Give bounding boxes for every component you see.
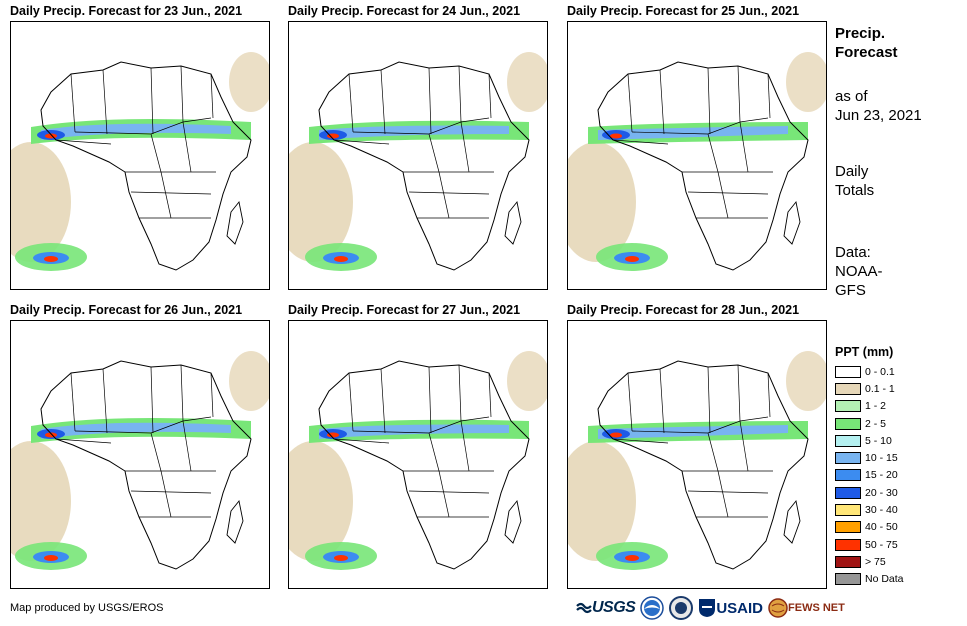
panel-title: Daily Precip. Forecast for 24 Jun., 2021 (288, 4, 521, 18)
legend-item: 0 - 0.1 (835, 363, 904, 380)
panel-title: Daily Precip. Forecast for 26 Jun., 2021 (10, 303, 243, 317)
legend-swatch (835, 521, 861, 534)
legend-label: 1 - 2 (865, 400, 887, 413)
legend-item: 50 - 75 (835, 536, 904, 553)
daily-totals-label: Daily Totals (835, 163, 875, 199)
precip-legend: PPT (mm) 0 - 0.1 0.1 - 1 1 - 2 2 - 5 5 - 10 1… (835, 345, 904, 588)
legend-swatch (835, 452, 861, 465)
legend-label: 2 - 5 (865, 417, 887, 430)
forecast-map-jun-26 (10, 320, 270, 589)
legend-swatch (835, 417, 861, 430)
map-credit: Map produced by USGS/EROS (10, 602, 164, 614)
legend-swatch (835, 538, 861, 551)
legend-item: 5 - 10 (835, 432, 904, 449)
fews-globe-icon (768, 598, 788, 618)
legend-item: 1 - 2 (835, 398, 904, 415)
as-of-date: as of Jun 23, 2021 (835, 88, 922, 124)
legend-label: 40 - 50 (865, 521, 898, 534)
legend-label: 5 - 10 (865, 434, 892, 447)
dos-seal-icon (669, 596, 694, 620)
legend-swatch (835, 486, 861, 499)
map-canvas (289, 351, 547, 570)
usgs-wave-icon (576, 602, 592, 614)
legend-swatch (835, 555, 861, 568)
map-canvas (11, 351, 269, 570)
legend-title: PPT (mm) (835, 345, 894, 359)
panel-title: Daily Precip. Forecast for 27 Jun., 2021 (288, 303, 521, 317)
legend-item: > 75 (835, 553, 904, 570)
forecast-map-jun-25 (567, 21, 827, 290)
forecast-map-jun-28 (567, 320, 827, 589)
legend-label: 20 - 30 (865, 486, 898, 499)
panel-title: Daily Precip. Forecast for 28 Jun., 2021 (567, 303, 800, 317)
noaa-logo-icon (640, 596, 665, 620)
legend-swatch (835, 504, 861, 517)
forecast-map-jun-24 (288, 21, 548, 290)
map-canvas (11, 52, 269, 271)
data-source: Data: NOAA- GFS (835, 244, 883, 299)
legend-swatch (835, 382, 861, 395)
usgs-logo: USGS (576, 599, 636, 617)
legend-label: > 75 (865, 555, 886, 568)
legend-swatch (835, 573, 861, 586)
legend-swatch (835, 434, 861, 447)
legend-item: 30 - 40 (835, 501, 904, 518)
forecast-map-jun-27 (288, 320, 548, 589)
legend-item: 20 - 30 (835, 484, 904, 501)
legend-label: 0 - 0.1 (865, 365, 895, 378)
legend-label: 15 - 20 (865, 469, 898, 482)
panel-title: Daily Precip. Forecast for 25 Jun., 2021 (567, 4, 800, 18)
usaid-logo: USAID (698, 598, 763, 618)
legend-item: No Data (835, 571, 904, 588)
panel-title: Daily Precip. Forecast for 23 Jun., 2021 (10, 4, 243, 18)
map-canvas (568, 351, 826, 570)
legend-label: 10 - 15 (865, 452, 898, 465)
legend-item: 15 - 20 (835, 467, 904, 484)
map-canvas (568, 52, 826, 271)
forecast-title: Precip. Forecast (835, 25, 898, 61)
map-canvas (289, 52, 547, 271)
legend-label: 0.1 - 1 (865, 382, 895, 395)
legend-swatch (835, 469, 861, 482)
forecast-map-jun-23 (10, 21, 270, 290)
legend-swatch (835, 365, 861, 378)
legend-item: 40 - 50 (835, 519, 904, 536)
legend-label: 50 - 75 (865, 538, 898, 551)
partner-logos: USGS USAID FEWS NET (576, 595, 850, 621)
legend-label: 30 - 40 (865, 504, 898, 517)
legend-swatch (835, 400, 861, 413)
legend-item: 10 - 15 (835, 449, 904, 466)
legend-item: 2 - 5 (835, 415, 904, 432)
legend-label: No Data (865, 573, 904, 586)
fews-net-logo: FEWS NET (768, 598, 845, 618)
legend-item: 0.1 - 1 (835, 380, 904, 397)
usaid-shield-icon (699, 599, 716, 617)
